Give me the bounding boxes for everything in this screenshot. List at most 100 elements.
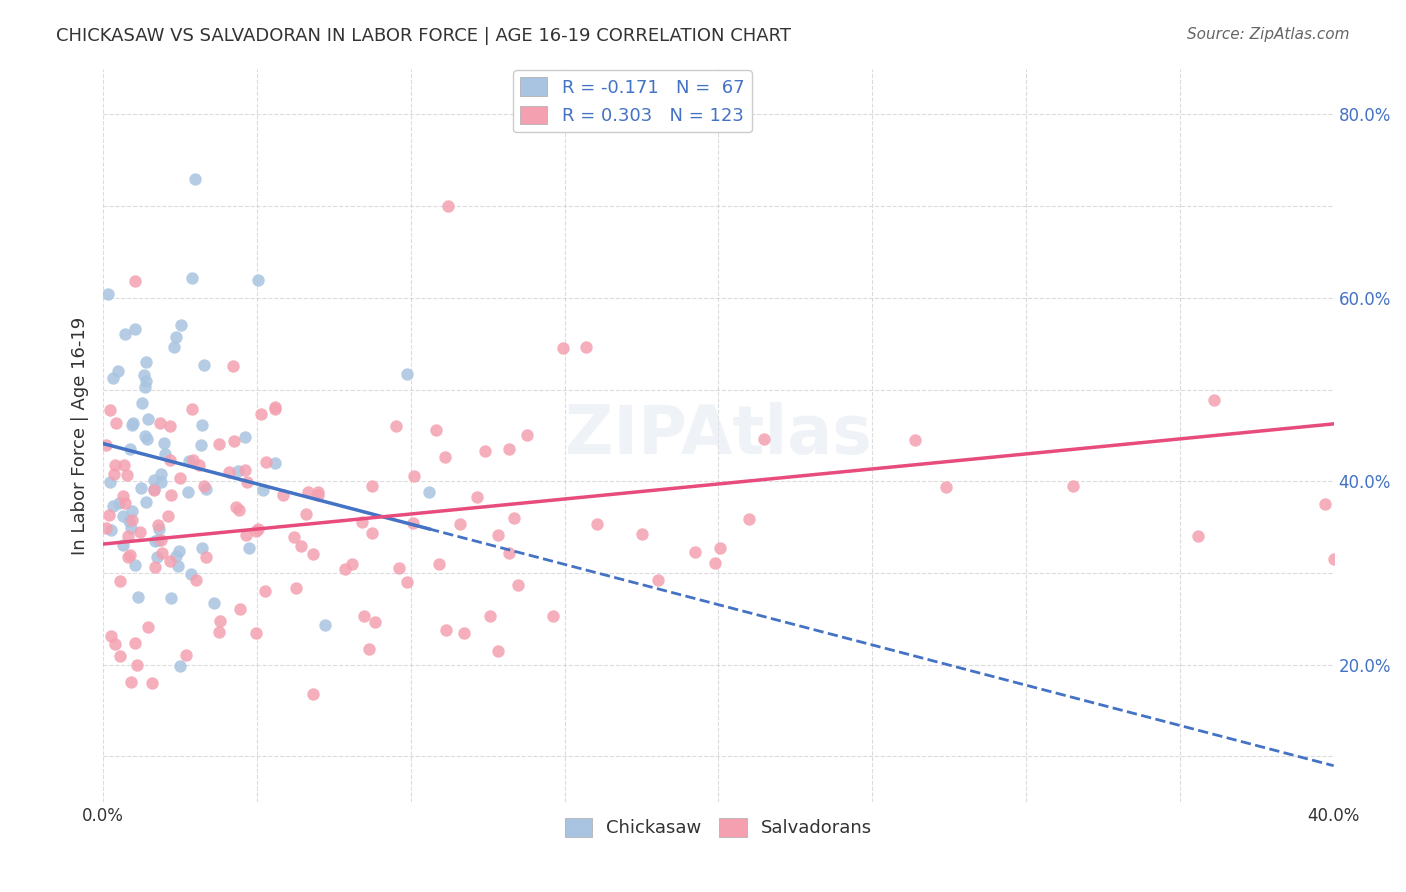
- Point: [100, 523, 122, 537]
- Point: [283, 530, 305, 544]
- Point: [159, 553, 181, 567]
- Point: [169, 318, 191, 332]
- Point: [353, 609, 375, 624]
- Point: [124, 274, 146, 288]
- Text: Source: ZipAtlas.com: Source: ZipAtlas.com: [1187, 27, 1350, 42]
- Point: [148, 517, 170, 532]
- Point: [100, 403, 122, 417]
- Point: [359, 642, 381, 657]
- Point: [96, 438, 118, 452]
- Point: [122, 417, 145, 431]
- Point: [754, 432, 776, 446]
- Point: [121, 418, 143, 433]
- Point: [1062, 479, 1084, 493]
- Point: [120, 521, 142, 535]
- Point: [401, 516, 423, 530]
- Point: [385, 419, 408, 434]
- Point: [395, 575, 418, 590]
- Point: [112, 458, 135, 472]
- Point: [142, 482, 165, 496]
- Point: [120, 675, 142, 690]
- Point: [630, 527, 652, 541]
- Point: [208, 625, 231, 640]
- Legend: Chickasaw, Salvadorans: Chickasaw, Salvadorans: [557, 811, 879, 845]
- Point: [179, 454, 201, 468]
- Point: [190, 438, 212, 452]
- Point: [149, 417, 172, 431]
- Point: [152, 546, 174, 560]
- Point: [103, 467, 125, 481]
- Point: [107, 364, 129, 378]
- Point: [361, 479, 384, 493]
- Point: [350, 515, 373, 529]
- Point: [136, 620, 159, 634]
- Point: [181, 453, 204, 467]
- Point: [361, 526, 384, 541]
- Point: [165, 330, 187, 344]
- Point: [142, 473, 165, 487]
- Point: [193, 358, 215, 372]
- Point: [160, 488, 183, 502]
- Point: [112, 508, 135, 523]
- Point: [222, 359, 245, 373]
- Point: [252, 483, 274, 497]
- Point: [152, 435, 174, 450]
- Point: [118, 548, 141, 562]
- Point: [134, 368, 156, 382]
- Point: [551, 341, 574, 355]
- Point: [202, 596, 225, 610]
- Point: [118, 514, 141, 528]
- Point: [704, 556, 727, 570]
- Point: [150, 467, 173, 482]
- Point: [228, 503, 250, 517]
- Point: [228, 601, 250, 615]
- Point: [1187, 529, 1209, 543]
- Point: [111, 538, 134, 552]
- Point: [118, 442, 141, 456]
- Point: [307, 485, 329, 500]
- Point: [180, 401, 202, 416]
- Point: [149, 533, 172, 547]
- Point: [96, 521, 118, 535]
- Point: [131, 395, 153, 409]
- Point: [236, 475, 259, 490]
- Point: [436, 199, 458, 213]
- Point: [503, 511, 526, 525]
- Point: [163, 340, 186, 354]
- Point: [174, 648, 197, 662]
- Point: [101, 371, 124, 385]
- Point: [271, 487, 294, 501]
- Point: [434, 623, 457, 637]
- Point: [169, 659, 191, 673]
- Point: [302, 686, 325, 700]
- Point: [254, 455, 277, 469]
- Point: [575, 340, 598, 354]
- Point: [226, 464, 249, 478]
- Point: [245, 524, 267, 538]
- Point: [253, 583, 276, 598]
- Point: [195, 482, 218, 496]
- Point: [117, 529, 139, 543]
- Point: [169, 471, 191, 485]
- Point: [135, 374, 157, 388]
- Point: [245, 625, 267, 640]
- Point: [159, 453, 181, 467]
- Text: CHICKASAW VS SALVADORAN IN LABOR FORCE | AGE 16-19 CORRELATION CHART: CHICKASAW VS SALVADORAN IN LABOR FORCE |…: [56, 27, 792, 45]
- Point: [124, 321, 146, 335]
- Point: [935, 480, 957, 494]
- Point: [449, 517, 471, 532]
- Point: [1315, 497, 1337, 511]
- Text: ZIPAtlas: ZIPAtlas: [565, 402, 872, 468]
- Point: [167, 558, 190, 573]
- Point: [167, 544, 190, 558]
- Point: [516, 428, 538, 442]
- Point: [498, 442, 520, 457]
- Point: [153, 447, 176, 461]
- Point: [246, 273, 269, 287]
- Point: [404, 468, 426, 483]
- Point: [136, 412, 159, 426]
- Point: [135, 432, 157, 446]
- Point: [97, 287, 120, 301]
- Point: [104, 458, 127, 472]
- Point: [124, 635, 146, 649]
